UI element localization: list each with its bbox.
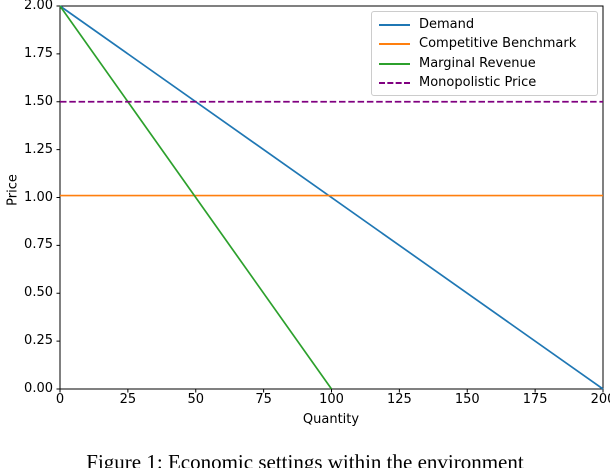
axis-tick-marks bbox=[56, 5, 604, 393]
y-axis-label: Price bbox=[5, 174, 21, 206]
legend-line-swatch bbox=[379, 82, 410, 85]
series-line-demand bbox=[59, 5, 604, 390]
x-tick-label: 125 bbox=[386, 392, 412, 407]
x-tick-label: 25 bbox=[119, 392, 137, 407]
legend-label: Demand bbox=[419, 16, 475, 32]
series-lines bbox=[59, 5, 604, 390]
y-tick-label: 0.25 bbox=[24, 333, 53, 349]
x-tick-label: 100 bbox=[319, 392, 344, 407]
y-tick-label: 2.00 bbox=[24, 0, 53, 13]
legend-line-swatch bbox=[379, 62, 410, 65]
x-tick-label: 150 bbox=[454, 392, 480, 407]
y-tick-label: 1.00 bbox=[24, 189, 53, 205]
x-tick-label: 75 bbox=[255, 392, 272, 407]
legend-label: Marginal Revenue bbox=[419, 55, 536, 71]
y-tick-label: 1.50 bbox=[24, 93, 53, 109]
legend-item-marginal-revenue: Marginal Revenue bbox=[372, 54, 597, 74]
y-tick-label: 0.50 bbox=[24, 285, 53, 301]
x-tick-label: 0 bbox=[55, 392, 65, 407]
legend-line-swatch bbox=[379, 43, 410, 46]
y-tick-label: 1.25 bbox=[24, 141, 53, 157]
legend-item-monopolistic-price: Monopolistic Price bbox=[372, 74, 597, 94]
x-tick-label: 50 bbox=[187, 392, 205, 407]
legend-label: Competitive Benchmark bbox=[419, 36, 577, 52]
legend-item-demand: Demand bbox=[372, 15, 597, 35]
legend-label: Monopolistic Price bbox=[419, 75, 537, 91]
legend: Demand Competitive Benchmark Marginal Reve… bbox=[371, 11, 598, 96]
legend-line-swatch bbox=[379, 23, 410, 26]
x-axis-label: Quantity bbox=[302, 412, 360, 427]
figure-caption: Figure 1: Economic settings within the e… bbox=[86, 450, 524, 468]
y-tick-label: 1.75 bbox=[24, 45, 53, 61]
x-tick-label: 200 bbox=[590, 392, 610, 407]
y-tick-label: 0.00 bbox=[24, 381, 53, 396]
x-tick-label: 175 bbox=[522, 392, 548, 407]
legend-item-competitive-benchmark: Competitive Benchmark bbox=[372, 35, 597, 55]
y-tick-label: 0.75 bbox=[24, 237, 53, 253]
series-line-marginal-revenue bbox=[59, 5, 333, 390]
